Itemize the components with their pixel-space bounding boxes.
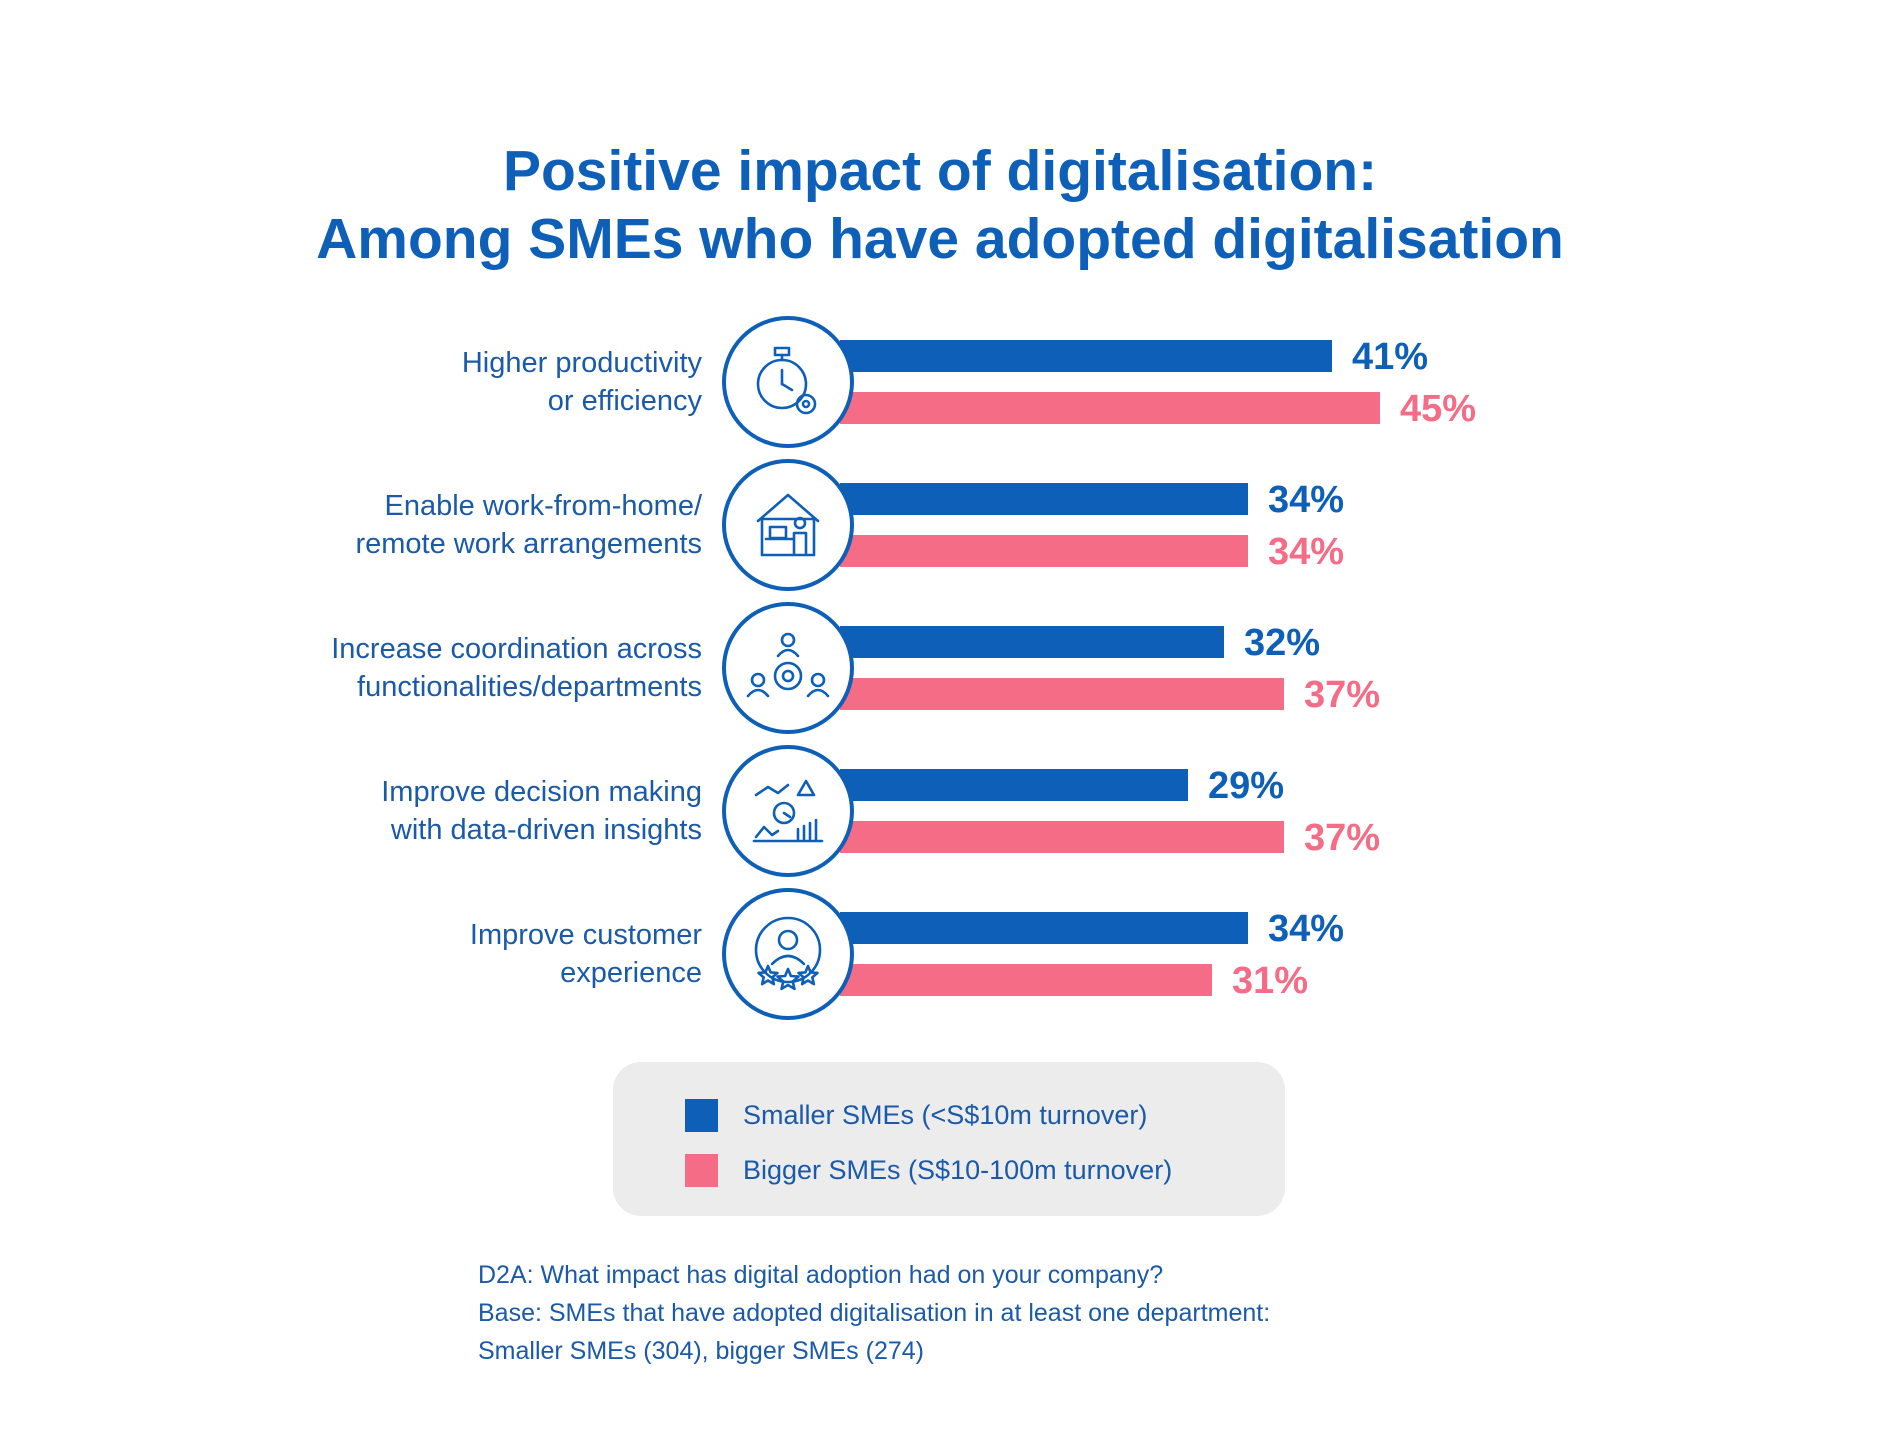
chart-title-line2: Among SMEs who have adopted digitalisati…: [316, 207, 1564, 271]
category-label-1: Higher productivity or efficiency: [142, 344, 702, 420]
value-label-smaller-1: 41%: [1352, 336, 1428, 378]
bar-smaller-2: [840, 483, 1248, 515]
bar-bigger-5: [840, 964, 1212, 996]
analytics-icon: [722, 745, 854, 877]
bar-smaller-3: [840, 626, 1224, 658]
value-label-bigger-4: 37%: [1304, 817, 1380, 859]
category-label-3-line2: functionalities/departments: [357, 671, 702, 703]
category-label-5: Improve customer experience: [142, 916, 702, 992]
value-label-bigger-1: 45%: [1400, 388, 1476, 430]
value-label-smaller-5: 34%: [1268, 908, 1344, 950]
category-label-4-line1: Improve decision making: [381, 776, 702, 808]
value-label-bigger-3: 37%: [1304, 674, 1380, 716]
category-label-2: Enable work-from-home/remote work arrang…: [142, 487, 702, 563]
team-gear-icon: [722, 602, 854, 734]
category-label-5-line2: experience: [560, 957, 702, 989]
customer-star-icon: [722, 888, 854, 1020]
category-label-1-line2: or efficiency: [547, 385, 702, 417]
value-label-bigger-2: 34%: [1268, 531, 1344, 573]
footnote-base: Base: SMEs that have adopted digitalisat…: [478, 1299, 1271, 1327]
stopwatch-gear-icon: [722, 316, 854, 448]
category-label-4-line2: with data-driven insights: [390, 814, 702, 846]
bar-bigger-1: [840, 392, 1380, 424]
bar-smaller-1: [840, 340, 1332, 372]
bar-bigger-3: [840, 678, 1284, 710]
legend-label-bigger: Bigger SMEs (S$10-100m turnover): [743, 1154, 1173, 1185]
legend-item-smaller: Smaller SMEs (<S$10m turnover): [685, 1098, 1147, 1132]
value-label-bigger-5: 31%: [1232, 960, 1308, 1002]
bar-smaller-5: [840, 912, 1248, 944]
bar-bigger-4: [840, 821, 1284, 853]
category-label-4: Improve decision making with data-driven …: [142, 773, 702, 849]
category-label-3-line1: Increase coordination across: [331, 633, 702, 665]
legend-item-bigger: Bigger SMEs (S$10-100m turnover): [685, 1153, 1172, 1187]
home-office-icon: [722, 459, 854, 591]
chart-title-line1: Positive impact of digitalisation:: [502, 139, 1378, 203]
value-label-smaller-4: 29%: [1208, 765, 1284, 807]
legend-swatch-bigger: [685, 1153, 718, 1187]
category-label-5-line1: Improve customer: [469, 919, 702, 951]
category-label-1-line1: Higher productivity: [461, 347, 702, 379]
legend-swatch-smaller: [685, 1098, 718, 1132]
bar-bigger-2: [840, 535, 1248, 567]
footnote: D2A: What impact has digital adoption ha…: [478, 1256, 1270, 1370]
category-label-3: Increase coordination across functionalit…: [142, 630, 702, 706]
legend: Smaller SMEs (<S$10m turnover) Bigger SM…: [613, 1062, 1285, 1216]
bar-smaller-4: [840, 769, 1188, 801]
footnote-sample: Smaller SMEs (304), bigger SMEs (274): [478, 1337, 924, 1365]
legend-label-smaller: Smaller SMEs (<S$10m turnover): [743, 1099, 1148, 1130]
value-label-smaller-2: 34%: [1268, 479, 1344, 521]
footnote-question: D2A: What impact has digital adoption ha…: [478, 1261, 1164, 1289]
category-label-2-line2: remote work arrangements: [355, 528, 702, 560]
category-label-2-line1: Enable work-from-home/: [384, 490, 703, 522]
value-label-smaller-3: 32%: [1244, 622, 1320, 664]
